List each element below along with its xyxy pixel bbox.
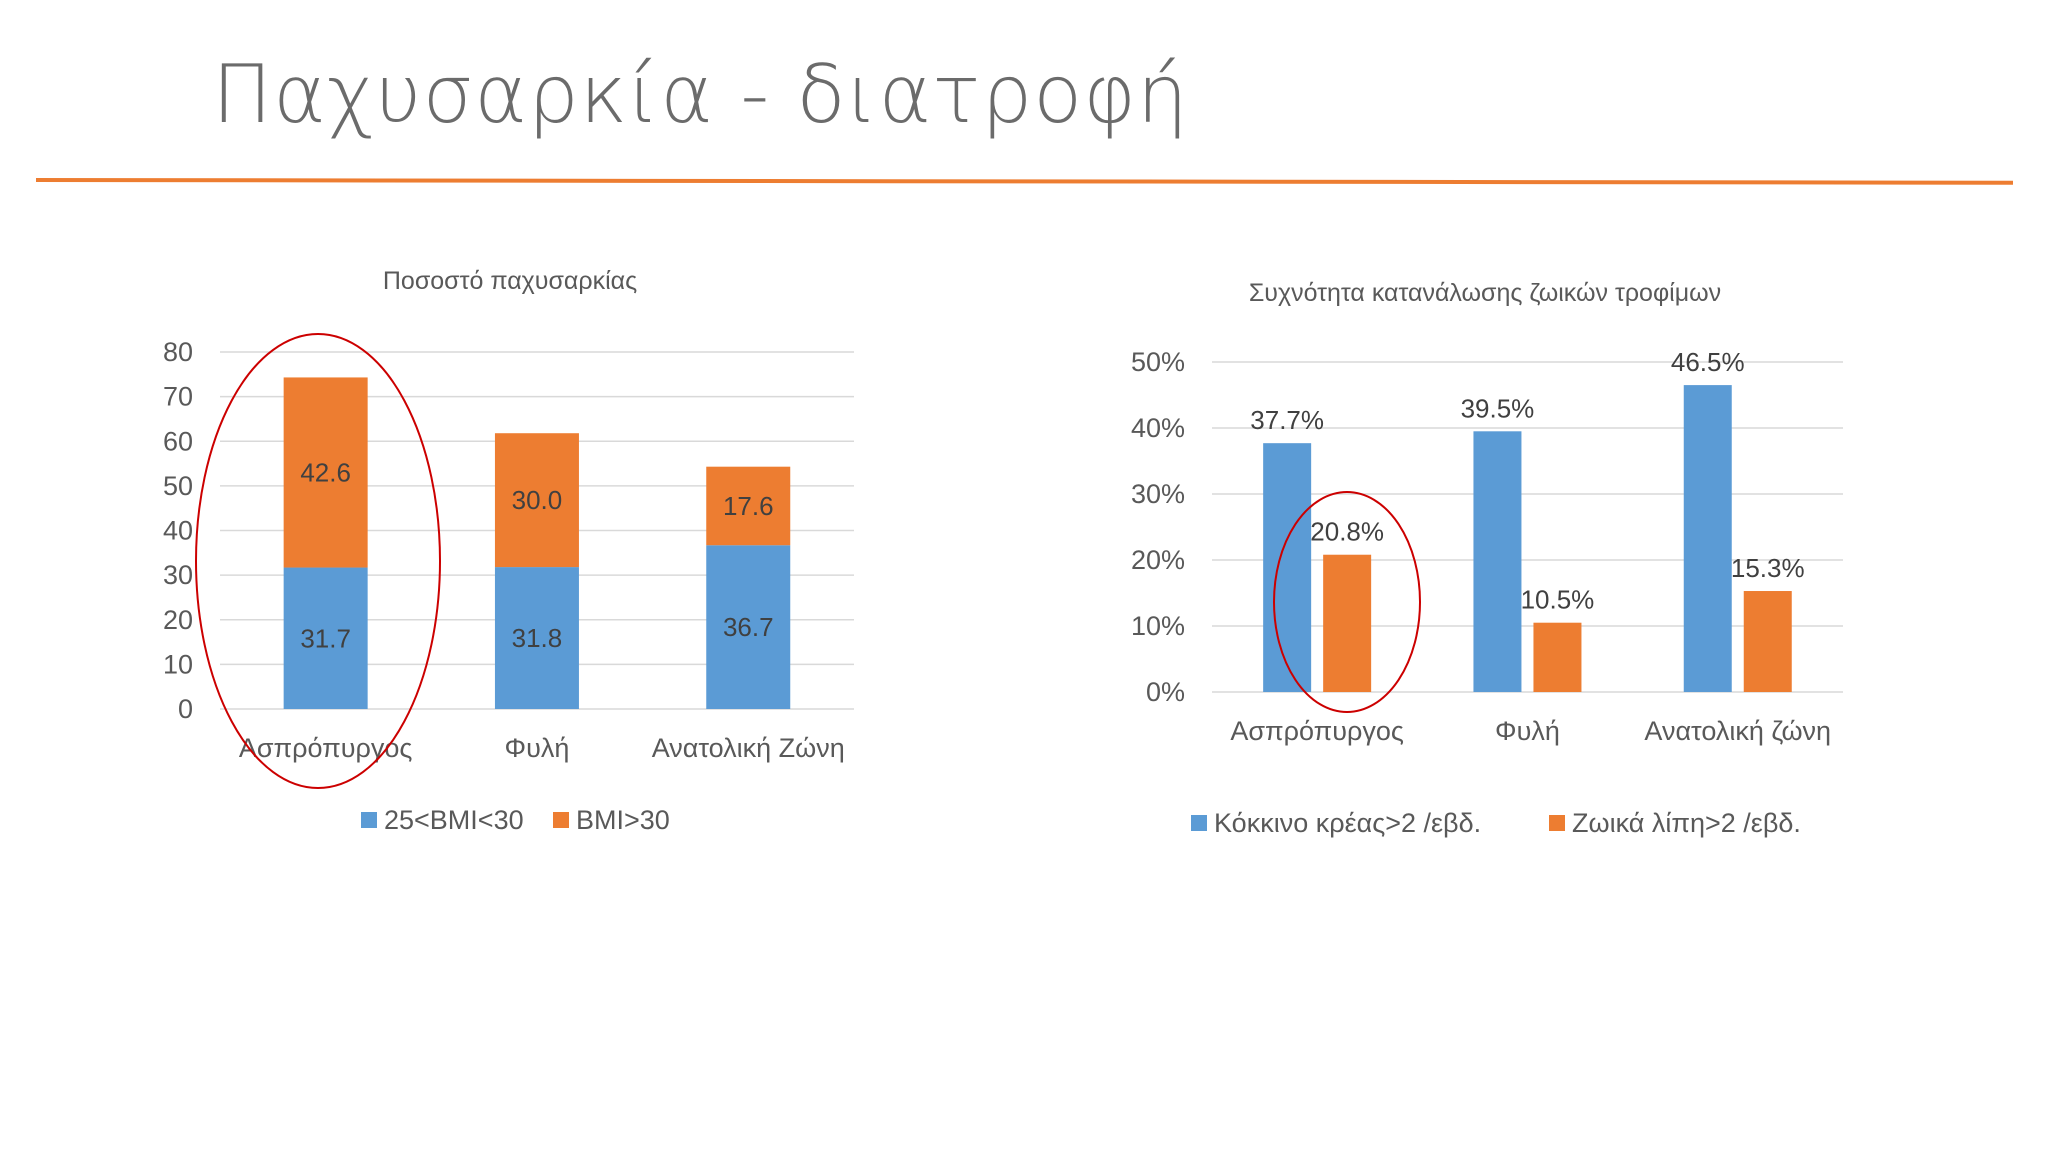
legend-label: Ζωικά λίπη>2 /εβδ. — [1572, 808, 1801, 838]
x-category-label: Φυλή — [505, 733, 570, 763]
legend-swatch — [553, 812, 569, 828]
legend-label: BMI>30 — [576, 805, 670, 835]
highlight-ellipse — [195, 333, 441, 789]
data-label: 46.5% — [1671, 347, 1745, 377]
y-tick-label: 10 — [163, 649, 193, 679]
chart-title: Συχνότητα κατανάλωσης ζωικών τροφίμων — [1249, 279, 1721, 307]
y-tick-label: 20% — [1131, 545, 1185, 575]
x-category-label: Ανατολική ζώνη — [1644, 716, 1831, 746]
y-tick-label: 40 — [163, 516, 193, 546]
y-tick-label: 10% — [1131, 611, 1185, 641]
legend-label: 25<BMI<30 — [384, 805, 524, 835]
y-tick-label: 20 — [163, 605, 193, 635]
bar-segment — [706, 545, 791, 709]
chart-title: Ποσοστό παχυσαρκίας — [383, 267, 637, 295]
data-label: 31.8 — [512, 623, 563, 653]
bar — [1323, 554, 1372, 692]
y-tick-label: 30% — [1131, 479, 1185, 509]
y-tick-label: 80 — [163, 337, 193, 367]
legend-swatch — [361, 812, 377, 828]
bar — [1683, 385, 1732, 692]
legend-label: Κόκκινο κρέας>2 /εβδ. — [1214, 808, 1481, 838]
x-category-label: Φυλή — [1495, 716, 1560, 746]
data-label: 15.3% — [1731, 553, 1805, 583]
bar — [1473, 431, 1522, 692]
y-tick-label: 0% — [1146, 677, 1185, 707]
obesity-stacked-bar-chart: Ποσοστό παχυσαρκίας 0 10 20 30 40 50 60 70 80 31.7… — [163, 267, 854, 835]
data-label: 37.7% — [1250, 405, 1324, 435]
x-category-label: Ανατολική Ζώνη — [652, 733, 845, 763]
data-label: 20.8% — [1310, 517, 1384, 547]
x-category-label: Ασπρόπυργος — [239, 733, 413, 763]
highlight-ellipse — [1273, 491, 1421, 713]
y-tick-label: 60 — [163, 426, 193, 456]
y-tick-label: 50 — [163, 471, 193, 501]
data-label: 36.7 — [723, 612, 774, 642]
bar — [1533, 622, 1582, 692]
bar — [1263, 443, 1312, 692]
bar-segment — [494, 433, 579, 568]
bar — [1743, 591, 1792, 692]
bar-segment — [494, 567, 579, 709]
y-tick-label: 50% — [1131, 347, 1185, 377]
legend-swatch — [1191, 815, 1207, 831]
x-category-label: Ασπρόπυργος — [1230, 716, 1404, 746]
data-label: 10.5% — [1521, 585, 1595, 615]
bar-segment — [283, 567, 368, 709]
slide-title: Παχυσαρκία - διατροφή — [212, 48, 1189, 141]
animal-food-bar-chart: Συχνότητα κατανάλωσης ζωικών τροφίμων 0% 1… — [1131, 279, 1843, 838]
bar-segment — [706, 466, 791, 546]
bar-segment — [283, 377, 368, 568]
y-tick-label: 30 — [163, 560, 193, 590]
y-tick-label: 40% — [1131, 413, 1185, 443]
data-label: 31.7 — [300, 623, 351, 653]
y-tick-label: 0 — [178, 694, 193, 724]
y-tick-label: 70 — [163, 382, 193, 412]
data-label: 42.6 — [300, 457, 351, 487]
data-label: 17.6 — [723, 491, 774, 521]
legend-swatch — [1549, 815, 1565, 831]
data-label: 39.5% — [1461, 393, 1535, 423]
data-label: 30.0 — [512, 485, 563, 515]
